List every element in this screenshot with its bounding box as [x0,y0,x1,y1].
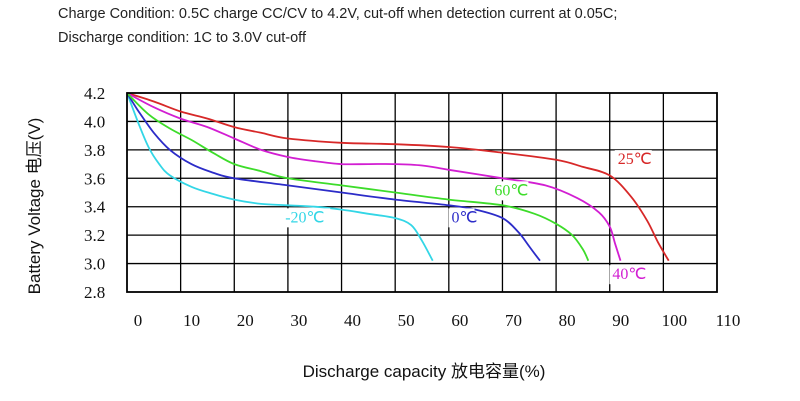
x-tick-label: 0 [134,311,143,330]
series-label-bg [282,208,331,228]
x-axis-label: Discharge capacity 放电容量(%) [303,362,546,381]
series-label-bg [491,181,529,201]
x-tick-label: 50 [398,311,415,330]
y-tick-label: 3.6 [84,169,105,188]
series-line [126,92,434,262]
x-tick-label: 100 [662,311,688,330]
charge-condition-text: Charge Condition: 0.5C charge CC/CV to 4… [58,6,618,22]
x-tick-label: 60 [451,311,468,330]
y-tick-labels: 2.8 3.0 3.2 3.4 3.6 3.8 4.0 4.2 [84,84,106,302]
chart-frame [126,92,718,293]
discharge-condition-text: Discharge condition: 1C to 3.0V cut-off [58,30,306,46]
y-tick-label: 3.0 [84,255,105,274]
y-tick-label: 3.2 [84,226,105,245]
x-tick-label: 30 [290,311,307,330]
y-tick-label: 3.8 [84,141,105,160]
series-label: 40℃ [612,266,646,283]
chart-series [126,92,670,262]
series-label-bg [448,208,475,228]
series-label: -20℃ [285,209,324,226]
x-tick-label: 40 [344,311,361,330]
y-axis-label: Battery Voltage 电压(V) [25,118,44,295]
y-tick-label: 2.8 [84,283,105,302]
series-line [126,92,541,262]
series-label-bg [609,265,647,285]
series-label: 60℃ [494,182,528,199]
series-labels: 25℃ 60℃ 0℃ -20℃ 40℃ [282,150,652,285]
x-tick-label: 80 [559,311,576,330]
series-label-bg [614,150,652,170]
x-tick-label: 70 [505,311,522,330]
y-tick-label: 3.4 [84,198,106,217]
x-tick-label: 110 [716,311,741,330]
x-tick-labels: 0 10 20 30 40 50 60 70 80 90 100 110 [134,311,741,330]
series-label: 25℃ [618,151,652,168]
plot-border [126,92,718,293]
chart-grid [127,93,717,292]
series-label: 0℃ [452,209,478,226]
x-tick-label: 20 [237,311,254,330]
series-line [126,92,622,261]
x-tick-label: 90 [612,311,629,330]
y-tick-label: 4.2 [84,84,105,103]
x-tick-label: 10 [183,311,200,330]
y-tick-label: 4.0 [84,112,105,131]
series-line [126,92,590,262]
series-line [126,92,670,262]
